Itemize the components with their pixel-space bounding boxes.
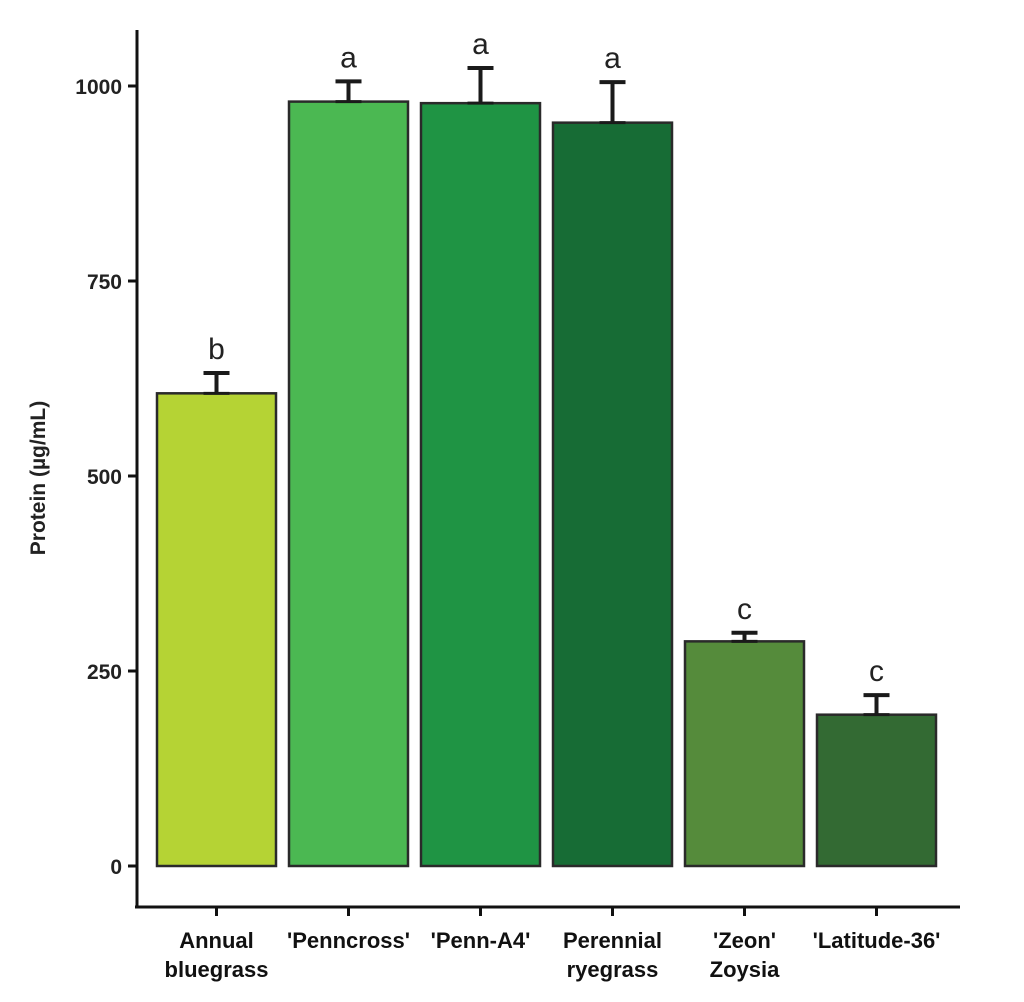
x-tick-label: 'Latitude-36' — [813, 928, 941, 953]
error-bars-group — [203, 66, 890, 717]
x-tick-label: 'Penn-A4' — [431, 928, 531, 953]
y-tick-label: 750 — [87, 271, 122, 294]
x-tick-label: bluegrass — [165, 957, 269, 982]
bar — [551, 121, 674, 868]
x-tick-label: Perennial — [563, 928, 662, 953]
y-tick-label: 250 — [87, 661, 122, 684]
significance-letter: a — [604, 42, 621, 75]
y-tick-label: 1000 — [75, 76, 122, 99]
x-tick-label: 'Penncross' — [287, 928, 410, 953]
significance-letter: c — [869, 655, 884, 688]
bars-group — [155, 100, 938, 868]
bar — [815, 713, 938, 868]
significance-letters-group: b a a a c c — [208, 28, 884, 688]
y-tick-label: 0 — [110, 856, 122, 879]
bar — [419, 101, 542, 868]
significance-letter: a — [472, 28, 489, 61]
x-ticks: Annual bluegrass 'Penncross' 'Penn-A4' Peren… — [165, 907, 941, 982]
bar — [683, 640, 806, 868]
y-tick-label: 500 — [87, 466, 122, 489]
x-tick-label: Annual — [179, 928, 254, 953]
significance-letter: b — [208, 333, 225, 366]
y-axis-title: Protein (µg/mL) — [27, 401, 50, 555]
bar — [287, 100, 410, 868]
x-tick-label: Zoysia — [710, 957, 780, 982]
bar — [155, 392, 278, 868]
x-tick-label: 'Zeon' — [713, 928, 776, 953]
significance-letter: a — [340, 41, 357, 74]
y-ticks: 0 250 500 750 1000 — [75, 76, 137, 879]
x-tick-label: ryegrass — [567, 957, 659, 982]
significance-letter: c — [737, 593, 752, 626]
